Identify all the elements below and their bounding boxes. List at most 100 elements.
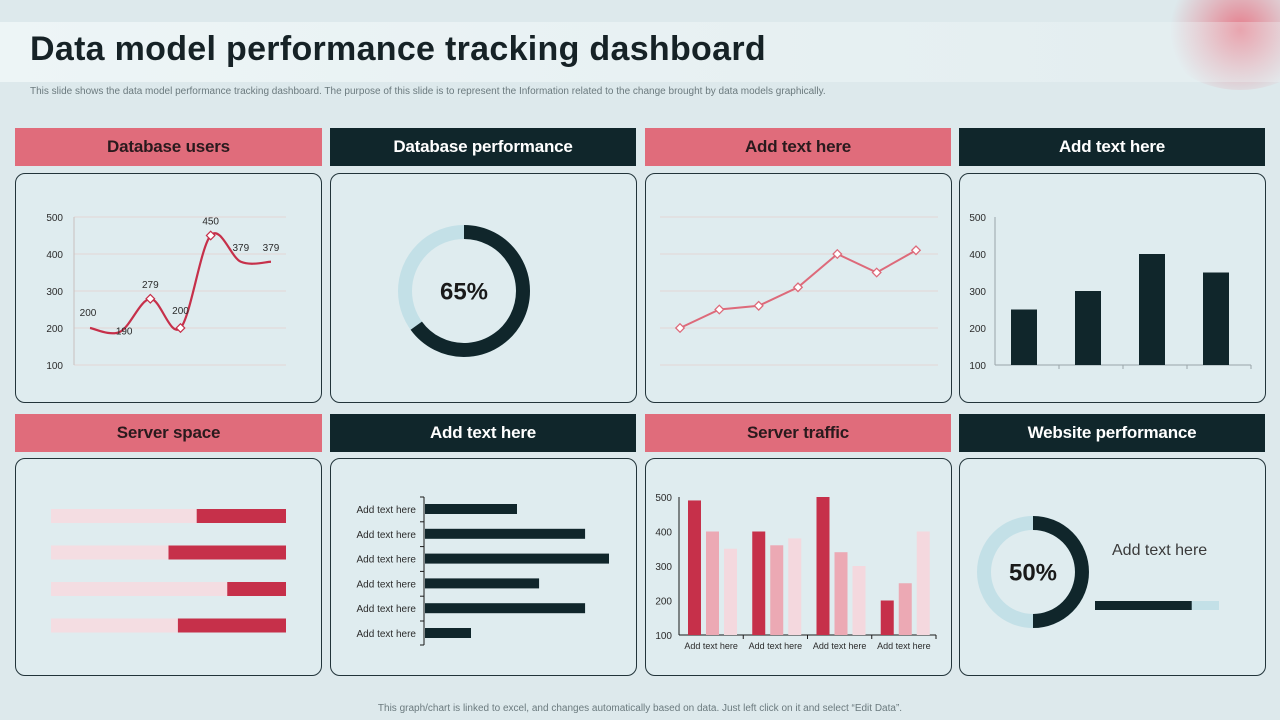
- panel-server-space: [15, 458, 322, 676]
- panel-website-performance: 50% Add text here: [959, 458, 1266, 676]
- column-bar: [1203, 272, 1229, 365]
- database-performance-chart: 65%: [398, 225, 530, 357]
- capacity-free-bar: [51, 545, 169, 560]
- panel-header-server-space: Server space: [15, 414, 322, 452]
- traffic-bar: [816, 497, 830, 635]
- traffic-bar: [788, 538, 802, 635]
- column-bar: [1139, 254, 1165, 365]
- website-performance-chart: 50% Add text here: [977, 516, 1219, 628]
- panel-server-traffic: 100 200 300 400 500 Add text here Add text her…: [645, 458, 952, 676]
- y-tick-label: 400: [46, 250, 63, 261]
- panel-header-add-text-hbar: Add text here: [330, 414, 636, 452]
- category-label: Add text here: [749, 641, 803, 651]
- data-point-marker: [832, 248, 843, 260]
- hbar: [425, 603, 586, 614]
- traffic-bar: [880, 600, 894, 635]
- hbar: [425, 504, 517, 514]
- y-tick-label: 500: [46, 213, 63, 224]
- y-tick-label: 300: [655, 562, 672, 573]
- data-label: 450: [202, 217, 219, 228]
- capacity-free-bar: [51, 618, 178, 633]
- panel-header-database-users: Database users: [15, 128, 322, 166]
- title-band: [0, 22, 1280, 82]
- category-label: Add text here: [813, 641, 867, 651]
- data-point-marker: [674, 322, 686, 334]
- traffic-bar: [770, 545, 784, 635]
- hbar: [425, 628, 471, 638]
- category-label: Add text here: [357, 629, 417, 640]
- panel-header-add-text-line: Add text here: [645, 128, 951, 166]
- traffic-bar: [688, 500, 701, 635]
- data-label: 200: [80, 308, 97, 319]
- footer-note: This graph/chart is linked to excel, and…: [377, 703, 903, 714]
- column-bar: [1011, 309, 1037, 365]
- panel-add-text-line: [645, 173, 952, 403]
- add-text-column-chart: 100 200 300 400 500: [969, 213, 1252, 372]
- website-performance-caption: Add text here: [1112, 542, 1207, 559]
- category-label: Add text here: [357, 579, 417, 590]
- y-tick-label: 200: [655, 597, 672, 608]
- data-point-marker: [175, 322, 186, 334]
- data-label: 200: [172, 306, 189, 317]
- traffic-bar: [834, 552, 848, 635]
- panel-add-text-hbar: Add text here Add text here Add text here A…: [330, 458, 637, 676]
- category-label: Add text here: [357, 530, 417, 541]
- panel-header-database-performance: Database performance: [330, 128, 636, 166]
- y-tick-label: 500: [655, 493, 672, 504]
- database-users-chart: 100 200 300 400 500 200 190 279 200 450 379 379: [46, 213, 286, 372]
- hbar: [425, 578, 540, 589]
- database-performance-percent-label: 65%: [440, 279, 488, 306]
- panel-database-performance: 65%: [330, 173, 637, 403]
- category-label: Add text here: [684, 641, 738, 651]
- traffic-bar: [916, 531, 930, 635]
- progress-fill: [1095, 601, 1192, 610]
- panel-add-text-column: 100 200 300 400 500: [959, 173, 1266, 403]
- page-subtitle: This slide shows the data model performa…: [30, 86, 826, 97]
- website-performance-percent-label: 50%: [1009, 560, 1057, 587]
- capacity-used-bar: [177, 618, 286, 633]
- y-tick-label: 200: [46, 324, 63, 335]
- category-label: Add text here: [877, 641, 931, 651]
- panel-header-website-performance: Website performance: [959, 414, 1265, 452]
- traffic-bar: [724, 548, 737, 635]
- data-point-marker: [145, 293, 156, 304]
- category-label: Add text here: [357, 604, 417, 615]
- data-point-marker: [714, 304, 725, 315]
- database-performance-value-arc: [410, 225, 530, 357]
- add-text-hbar-chart: Add text here Add text here Add text here A…: [357, 496, 609, 646]
- data-label: 279: [142, 280, 159, 291]
- page-title: Data model performance tracking dashboar…: [30, 30, 766, 68]
- data-label: 379: [232, 243, 249, 254]
- data-point-marker: [910, 245, 922, 256]
- hbar: [425, 528, 586, 539]
- hbar: [425, 553, 609, 564]
- data-point-marker: [205, 230, 216, 241]
- y-tick-label: 400: [969, 250, 986, 261]
- capacity-used-bar: [227, 582, 286, 596]
- y-tick-label: 300: [969, 287, 986, 298]
- panel-header-server-traffic: Server traffic: [645, 414, 951, 452]
- traffic-bar: [852, 566, 866, 635]
- server-traffic-chart: 100 200 300 400 500 Add text here Add text her…: [655, 493, 937, 651]
- traffic-bar: [898, 583, 912, 635]
- capacity-free-bar: [51, 582, 228, 596]
- server-space-chart: [51, 509, 286, 633]
- data-label: 190: [116, 327, 133, 338]
- data-point-marker: [792, 282, 804, 293]
- panel-header-add-text-column: Add text here: [959, 128, 1265, 166]
- category-label: Add text here: [357, 505, 417, 516]
- capacity-free-bar: [51, 509, 197, 523]
- add-text-line-chart: [660, 216, 938, 366]
- y-tick-label: 200: [969, 324, 986, 335]
- traffic-bar: [752, 531, 766, 635]
- data-point-marker: [871, 267, 882, 278]
- capacity-used-bar: [196, 509, 286, 523]
- website-performance-value-arc: [1032, 516, 1089, 628]
- data-label: 379: [263, 243, 280, 254]
- capacity-used-bar: [168, 545, 286, 560]
- y-tick-label: 500: [969, 213, 986, 224]
- data-point-marker: [753, 300, 764, 311]
- y-tick-label: 300: [46, 287, 63, 298]
- y-tick-label: 100: [969, 361, 986, 372]
- panel-database-users: 100 200 300 400 500 200 190 279 200 450 379 379: [15, 173, 322, 403]
